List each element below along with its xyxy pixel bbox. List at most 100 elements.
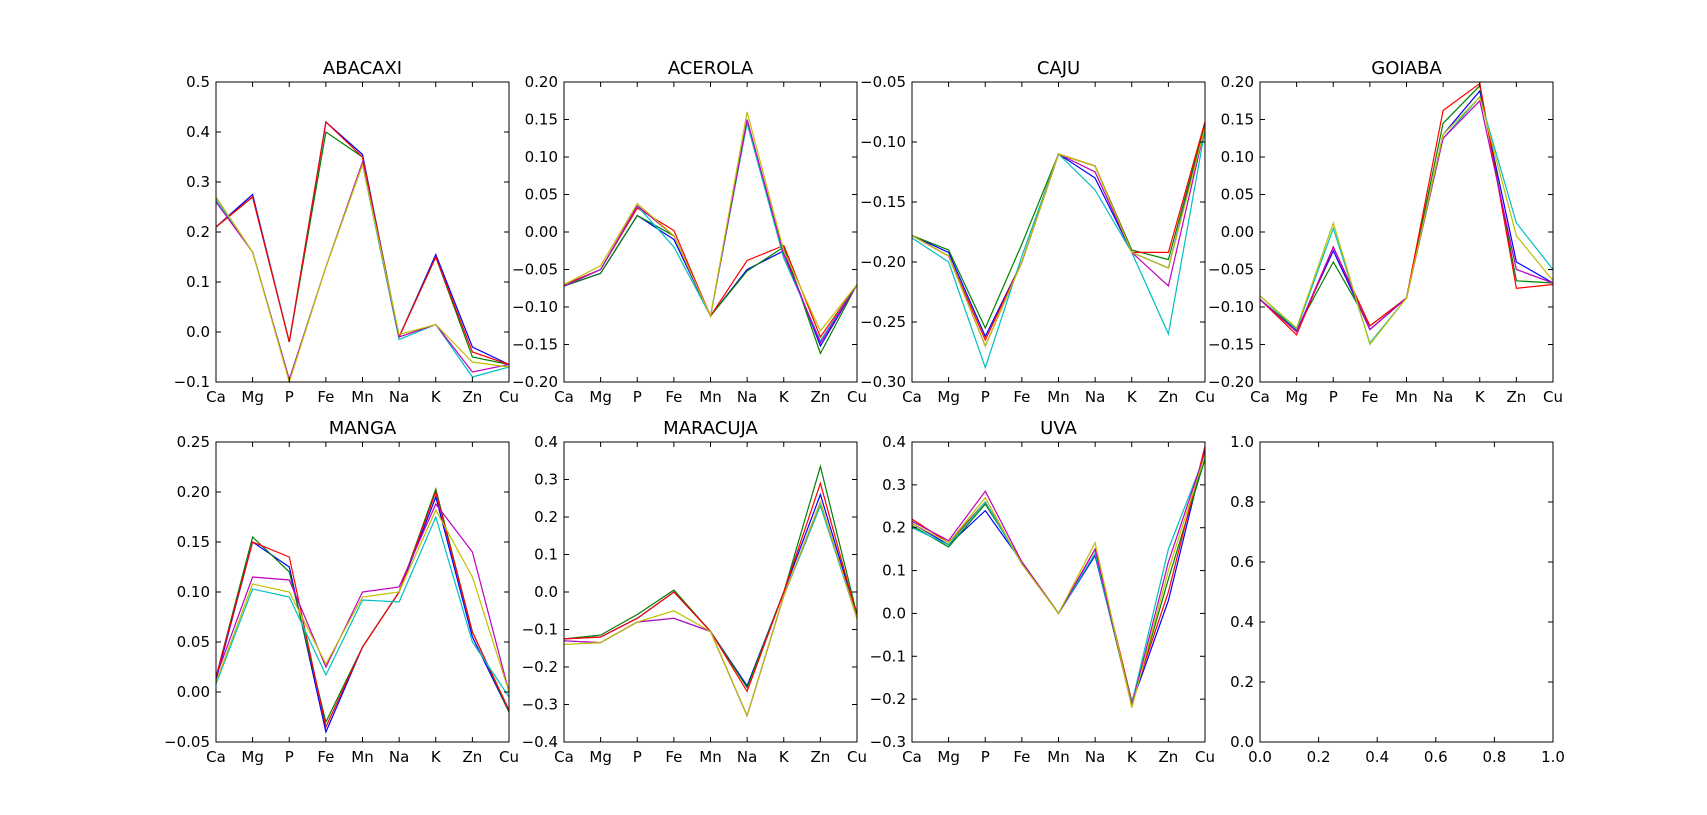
x-tick-label: Zn xyxy=(462,388,482,406)
x-tick-label: 0.4 xyxy=(1365,748,1389,766)
y-tick-label: −0.2 xyxy=(870,690,906,708)
x-tick-label: Mg xyxy=(937,748,959,766)
series-line-4 xyxy=(563,504,858,718)
series-line-6 xyxy=(911,127,1206,348)
x-tick-label: Zn xyxy=(810,748,830,766)
subplot-7: UVA 0.4 0.3 0.2 0.1 0.0 −0.1 −0.2 −0.3Ca Mg P Fe Mn N… xyxy=(870,418,1215,766)
x-tick-label: Cu xyxy=(1543,388,1563,406)
x-tick-label: Ca xyxy=(554,748,574,766)
subplot-title: CAJU xyxy=(1037,58,1080,79)
y-tick-label: 0.15 xyxy=(1221,111,1254,129)
y-tick-label: 0.00 xyxy=(525,223,558,241)
x-tick-label: P xyxy=(1329,388,1338,406)
x-tick-label: Cu xyxy=(847,748,867,766)
x-tick-label: Mn xyxy=(1395,388,1417,406)
x-tick-label: P xyxy=(981,748,990,766)
y-tick-label: −0.1 xyxy=(522,621,558,639)
y-tick-label: 0.6 xyxy=(1230,553,1254,571)
y-tick-label: 0.2 xyxy=(186,223,210,241)
x-tick-label: Na xyxy=(389,388,409,406)
series-line-5 xyxy=(215,159,510,382)
y-tick-label: 0.20 xyxy=(525,73,558,91)
series-line-4 xyxy=(563,123,858,342)
x-tick-label: Fe xyxy=(1361,388,1378,406)
y-tick-label: −0.4 xyxy=(522,733,558,751)
y-tick-label: −0.05 xyxy=(164,733,210,751)
series-line-6 xyxy=(911,454,1206,708)
y-tick-label: 0.0 xyxy=(1230,733,1254,751)
y-tick-label: −0.3 xyxy=(522,696,558,714)
series-line-2 xyxy=(563,214,858,356)
x-tick-label: Mn xyxy=(699,748,721,766)
series-line-3 xyxy=(215,120,510,366)
plot-frame xyxy=(911,81,1206,383)
x-tick-label: Ca xyxy=(554,388,574,406)
x-tick-label: K xyxy=(431,748,442,766)
series-line-6 xyxy=(563,111,858,333)
series-line-3 xyxy=(215,489,510,729)
series-line-5 xyxy=(563,500,858,718)
x-tick-label: 1.0 xyxy=(1541,748,1565,766)
x-tick-label: Na xyxy=(737,748,757,766)
x-tick-label: Mg xyxy=(1285,388,1307,406)
y-tick-label: 0.4 xyxy=(186,123,210,141)
y-tick-label: 0.4 xyxy=(534,433,558,451)
series-line-2 xyxy=(563,464,858,689)
x-tick-label: Mg xyxy=(589,748,611,766)
plot-frame xyxy=(563,81,858,383)
series-line-3 xyxy=(563,207,858,339)
x-tick-label: Mg xyxy=(589,388,611,406)
plot-frame xyxy=(1259,441,1554,743)
x-tick-label: Ca xyxy=(206,388,226,406)
y-tick-label: 0.5 xyxy=(186,73,210,91)
x-tick-label: Fe xyxy=(1013,748,1030,766)
x-tick-label: K xyxy=(779,388,790,406)
y-tick-label: 0.25 xyxy=(177,433,210,451)
series-line-6 xyxy=(1259,95,1554,346)
x-tick-label: Cu xyxy=(1195,748,1215,766)
series-line-4 xyxy=(911,129,1206,370)
x-tick-label: Zn xyxy=(462,748,482,766)
x-tick-label: K xyxy=(1127,388,1138,406)
series-line-4 xyxy=(215,515,510,698)
y-tick-label: 0.4 xyxy=(1230,613,1254,631)
series-line-6 xyxy=(563,500,858,718)
y-tick-label: 0.1 xyxy=(186,273,210,291)
y-tick-label: 0.00 xyxy=(1221,223,1254,241)
x-tick-label: Fe xyxy=(317,388,334,406)
x-tick-label: Fe xyxy=(665,388,682,406)
x-tick-label: Mg xyxy=(937,388,959,406)
y-tick-label: 0.3 xyxy=(882,476,906,494)
subplot-title: UVA xyxy=(1040,418,1077,439)
series-line-5 xyxy=(911,127,1206,348)
y-tick-label: −0.20 xyxy=(512,373,558,391)
x-tick-label: Mn xyxy=(1047,748,1069,766)
y-tick-label: 0.3 xyxy=(534,471,558,489)
x-tick-label: Fe xyxy=(665,748,682,766)
subplot-title: MARACUJA xyxy=(663,418,758,439)
x-tick-label: P xyxy=(981,388,990,406)
x-tick-label: Cu xyxy=(499,748,519,766)
y-tick-label: 0.05 xyxy=(177,633,210,651)
y-tick-label: 0.1 xyxy=(882,562,906,580)
series-line-5 xyxy=(563,119,858,345)
y-tick-label: 0.05 xyxy=(525,186,558,204)
x-tick-label: 0.6 xyxy=(1424,748,1448,766)
x-tick-label: Fe xyxy=(317,748,334,766)
x-tick-label: Na xyxy=(1085,388,1105,406)
subplot-title: ABACAXI xyxy=(323,58,402,79)
x-tick-label: 0.2 xyxy=(1307,748,1331,766)
y-tick-label: 0.4 xyxy=(882,433,906,451)
x-tick-label: Mg xyxy=(241,748,263,766)
series-line-5 xyxy=(215,502,510,693)
y-tick-label: 0.20 xyxy=(177,483,210,501)
x-tick-label: P xyxy=(285,748,294,766)
x-tick-label: Ca xyxy=(902,748,922,766)
y-tick-label: −0.20 xyxy=(860,253,906,271)
y-tick-label: 0.3 xyxy=(186,173,210,191)
y-tick-label: 0.10 xyxy=(177,583,210,601)
x-tick-label: P xyxy=(633,748,642,766)
y-tick-label: 1.0 xyxy=(1230,433,1254,451)
